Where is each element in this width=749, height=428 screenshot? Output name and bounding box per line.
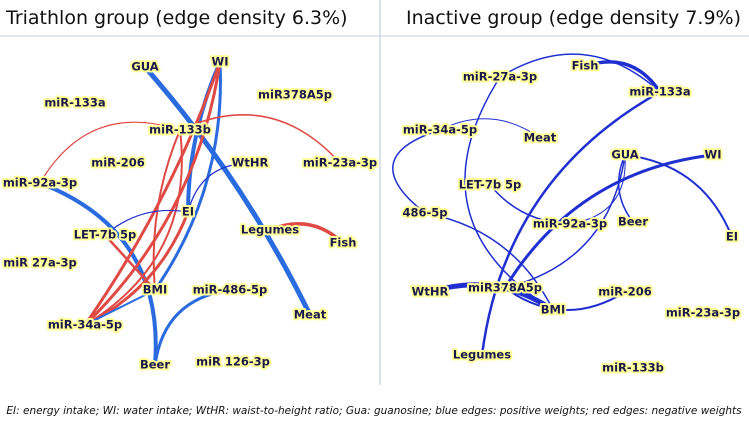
node-label: miR378A5p [468, 281, 542, 295]
caption: EI: energy intake; WI: water intake; WtH… [6, 405, 742, 417]
node-label: Fish [330, 236, 357, 250]
edge [617, 154, 634, 223]
edges [38, 53, 733, 367]
node-label: LET-7b 5p [459, 178, 522, 192]
node-label: miR-206 [598, 285, 652, 299]
node-label: miR-27a-3p [463, 70, 537, 84]
edge [104, 209, 189, 236]
node-label: EI [182, 205, 194, 219]
node-label: miR 126-3p [196, 355, 270, 369]
node-label: miR 27a-3p [3, 256, 77, 270]
node-label: BMI [143, 283, 168, 297]
node-label: miR-34a-5p [403, 123, 477, 137]
edge [83, 60, 222, 327]
edge [503, 153, 715, 290]
node-label: Legumes [241, 223, 299, 237]
edge [504, 287, 626, 311]
edge [427, 282, 556, 313]
node-label: miR-486-5p [193, 283, 268, 297]
panel-title: Triathlon group (edge density 6.3%) [5, 7, 348, 29]
node-label: BMI [541, 303, 566, 317]
node-label: Meat [524, 131, 557, 145]
node-label: miR-206 [91, 156, 145, 170]
panel-title: Inactive group (edge density 7.9%) [406, 7, 741, 29]
edge [142, 64, 313, 318]
edge [268, 222, 345, 245]
node-label: GUA [131, 60, 158, 74]
edge [187, 162, 251, 213]
node-label: miR-34a-5p [48, 318, 122, 332]
edge [424, 212, 554, 311]
node-label: Fish [572, 59, 599, 73]
node-label: miR-23a-3p [666, 306, 740, 320]
node-label: WtHR [232, 156, 269, 170]
edge [569, 154, 626, 225]
edge [84, 289, 156, 326]
edge [583, 60, 662, 94]
edge [624, 154, 733, 238]
node-label: WI [705, 148, 722, 162]
edge [153, 60, 222, 292]
node-label: miR-133a [629, 85, 690, 99]
edge [152, 129, 181, 291]
node-label: WtHR [412, 285, 449, 299]
node-label: miR-23a-3p [303, 156, 377, 170]
node-label: miR-92a-3p [3, 176, 77, 190]
node-label: Meat [294, 308, 327, 322]
node-label: 486-5p [402, 206, 447, 220]
node-label: miR378A5p [258, 88, 332, 102]
edge [392, 129, 441, 214]
node-label: Beer [618, 215, 648, 229]
edge [84, 129, 183, 326]
nodes: GUA WI miR378A5p miR-133a miR-133b miR-206 WtH… [1, 53, 742, 377]
edge [489, 184, 571, 225]
edge [153, 288, 232, 367]
edge [480, 90, 662, 357]
node-label: miR-133b [149, 123, 211, 137]
node-label: WI [212, 55, 229, 69]
node-label: miR-92a-3p [533, 217, 607, 231]
node-label: GUA [611, 148, 638, 162]
edge [499, 53, 661, 93]
node-label: EI [726, 230, 738, 244]
edge [39, 121, 181, 184]
node-label: miR-133a [44, 96, 105, 110]
edge [83, 60, 222, 327]
edge [103, 233, 157, 292]
node-label: LET-7b 5p [74, 228, 137, 242]
node-label: Beer [140, 358, 170, 372]
edge [179, 114, 341, 164]
node-label: Legumes [453, 348, 511, 362]
node-label: miR-133b [602, 361, 664, 375]
edge [439, 118, 541, 139]
edge [464, 76, 554, 311]
edge [38, 181, 158, 367]
